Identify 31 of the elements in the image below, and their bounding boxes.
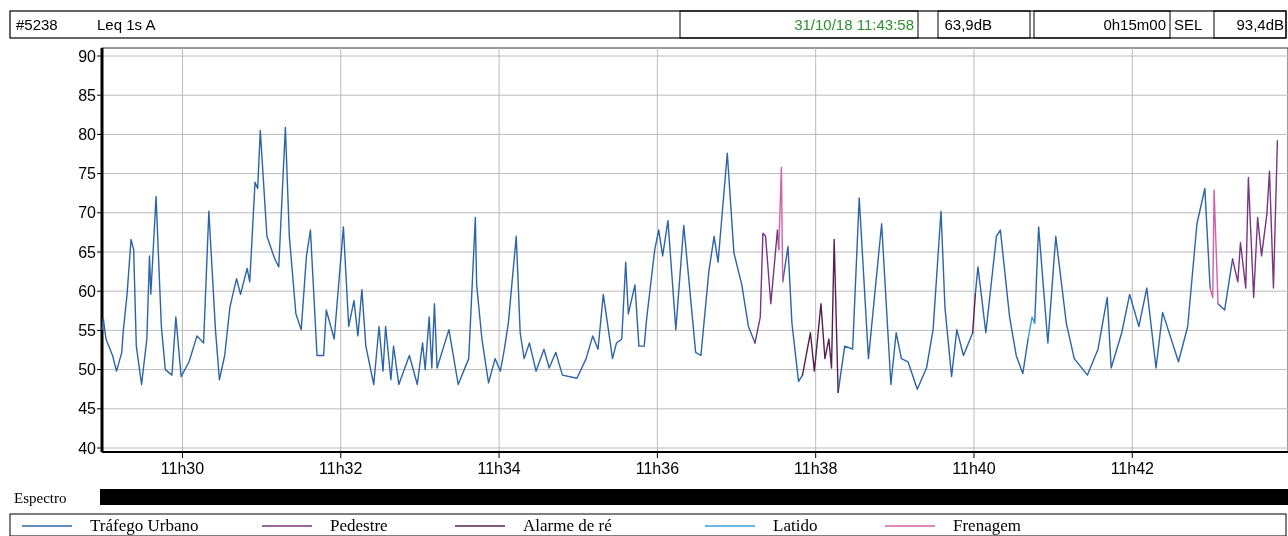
x-tick-label: 11h40 xyxy=(952,460,996,477)
text: 93,4dB xyxy=(1236,16,1284,33)
legend-label: Alarme de ré xyxy=(523,516,612,535)
legend-label: Tráfego Urbano xyxy=(90,516,199,535)
y-tick-label: 45 xyxy=(78,400,97,418)
text: Leq 1s A xyxy=(97,16,156,33)
y-tick-label: 60 xyxy=(78,282,97,300)
text: Espectro xyxy=(14,490,67,506)
x-tick-label: 11h38 xyxy=(794,460,838,477)
y-tick-label: 65 xyxy=(78,243,97,261)
y-tick-label: 70 xyxy=(78,204,97,222)
x-tick-label: 11h36 xyxy=(635,460,680,477)
text: 63,9dB xyxy=(944,16,992,33)
x-tick-label: 11h34 xyxy=(477,460,521,477)
text: 31/10/18 11:43:58 xyxy=(794,16,914,33)
legend-label: Latido xyxy=(773,516,818,535)
y-tick-label: 50 xyxy=(78,361,97,379)
x-tick-label: 11h30 xyxy=(160,460,205,477)
legend-label: Frenagem xyxy=(953,516,1021,535)
y-tick-label: 55 xyxy=(78,322,97,339)
text: SEL xyxy=(1174,16,1203,33)
y-tick-label: 75 xyxy=(78,165,97,183)
y-tick-label: 90 xyxy=(78,47,97,65)
x-tick-label: 11h32 xyxy=(319,460,363,477)
text: #5238 xyxy=(16,16,58,33)
text: 0h15m00 xyxy=(1103,16,1166,33)
y-tick-label: 85 xyxy=(78,86,97,104)
y-tick-label: 40 xyxy=(78,439,97,457)
y-tick-label: 80 xyxy=(78,126,97,143)
legend-label: Pedestre xyxy=(330,516,388,535)
x-tick-label: 11h42 xyxy=(1110,460,1155,477)
